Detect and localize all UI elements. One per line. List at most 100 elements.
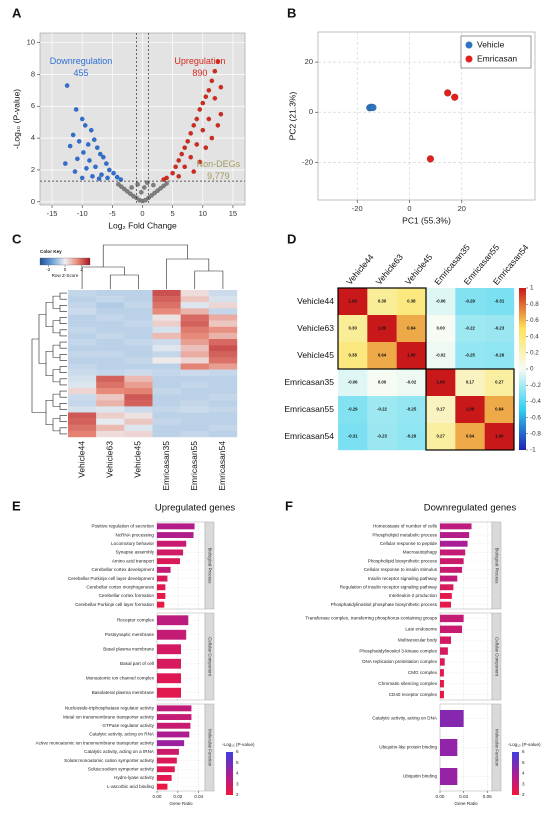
x-axis-label: Gene Ratio: [169, 801, 193, 806]
cell-label: -0.22: [465, 326, 475, 331]
heatmap-cell: [180, 345, 210, 352]
x-tick-label: 0: [407, 204, 411, 213]
group-box: [337, 287, 427, 370]
facet-label: Cellular Component: [494, 637, 499, 677]
heatmap-cell: [124, 424, 153, 432]
cell-label: 1.00: [495, 434, 504, 439]
cell-label: -0.26: [494, 353, 504, 358]
heatmap-cell: [152, 320, 181, 327]
panel-label: F: [285, 498, 293, 513]
heatmap-cell: [124, 332, 153, 340]
heatmap-cell: [484, 342, 515, 370]
facet-strip: [491, 521, 502, 610]
color-bar-label: 4: [236, 771, 239, 776]
point: [141, 185, 147, 190]
heatmap-cell: [152, 339, 181, 346]
term-label: Phospholipid metabolic process: [372, 532, 437, 537]
term-label: Phosphatidylinositol phosphate biosynthe…: [331, 602, 438, 607]
heatmap-cell: [208, 351, 238, 358]
heatmap-cell: [68, 363, 97, 370]
bar: [440, 575, 458, 582]
point: [206, 116, 212, 122]
point: [119, 184, 124, 190]
legend-label: Emricasan: [477, 53, 517, 63]
row-label: Vehicle44: [297, 296, 334, 306]
facet-label: Biological Process: [494, 548, 499, 585]
heatmap-cell: [455, 396, 485, 424]
bar: [157, 673, 181, 684]
x-axis-label: Log₂ Fold Change: [108, 220, 177, 230]
heatmap-cell: [338, 369, 368, 397]
bar: [440, 625, 463, 634]
point: [93, 164, 98, 170]
heatmap-cell: [124, 388, 153, 395]
heatmap-cell: [124, 290, 153, 297]
color-bar-label: -1: [530, 447, 536, 454]
bar: [440, 614, 464, 623]
bar: [440, 679, 444, 688]
heatmap-cell: [338, 315, 368, 343]
bar: [157, 601, 165, 608]
dendrogram: [59, 329, 67, 337]
bar: [157, 584, 166, 591]
heatmap-cell: [208, 400, 238, 407]
dendrogram: [166, 258, 210, 289]
x-tick-label: 0.02: [173, 794, 182, 799]
y-tick-label: 2: [31, 165, 35, 174]
dendrogram: [59, 403, 67, 410]
term-label: Postsynaptic membrane: [105, 632, 155, 637]
heatmap-cell: [152, 400, 181, 407]
heatmap-cell: [180, 375, 210, 383]
y-tick-label: 0: [309, 107, 313, 116]
cell-label: 0.00: [378, 380, 387, 385]
annotation-count: 890: [192, 68, 207, 78]
point: [111, 170, 116, 176]
cell-label: 1.00: [348, 299, 357, 304]
dendrogram: [59, 292, 67, 300]
point: [369, 103, 377, 112]
dendrogram: [45, 301, 53, 328]
heatmap-cell: [68, 418, 97, 425]
point: [128, 191, 133, 197]
point: [197, 159, 203, 165]
point: [218, 111, 224, 117]
heatmap-cell: [96, 363, 125, 370]
dendrogram: [52, 344, 60, 358]
heatmap-cell: [96, 369, 125, 376]
point: [88, 127, 94, 133]
bar: [157, 532, 194, 539]
heatmap-cell: [68, 320, 97, 327]
heatmap-cell: [124, 302, 153, 309]
point: [79, 116, 85, 122]
row-label: Emricasan55: [284, 404, 334, 414]
heatmap-cell: [426, 396, 456, 424]
heatmap-cell: [124, 406, 153, 413]
heatmap-cell: [180, 326, 210, 334]
color-bar-label: 3: [236, 781, 239, 786]
point: [96, 176, 102, 182]
dendrogram: [38, 314, 46, 364]
dendrogram: [52, 295, 60, 309]
color-bar: [512, 752, 519, 795]
heatmap-cell: [96, 418, 125, 425]
heatmap-cell: [96, 296, 125, 303]
x-tick-label: 0.06: [483, 794, 492, 799]
cell-label: 0.64: [495, 407, 504, 412]
heatmap-cell: [152, 412, 181, 419]
bar: [440, 584, 454, 591]
heatmap-cell: [152, 351, 181, 358]
column-label: Emricasan54: [217, 441, 227, 491]
heatmap-cell: [208, 369, 238, 376]
heatmap-cell: [68, 424, 97, 432]
point: [116, 181, 121, 187]
heatmap-cell: [68, 375, 97, 383]
heatmap-cell: [68, 430, 97, 438]
heatmap-cell: [152, 290, 181, 297]
cell-label: -0.29: [348, 407, 358, 412]
term-label: Late endosome: [405, 627, 437, 632]
point: [79, 175, 85, 181]
x-tick-label: 15: [229, 209, 237, 218]
facet-label: Molecular Function: [494, 729, 499, 767]
cell-label: -0.25: [465, 353, 475, 358]
